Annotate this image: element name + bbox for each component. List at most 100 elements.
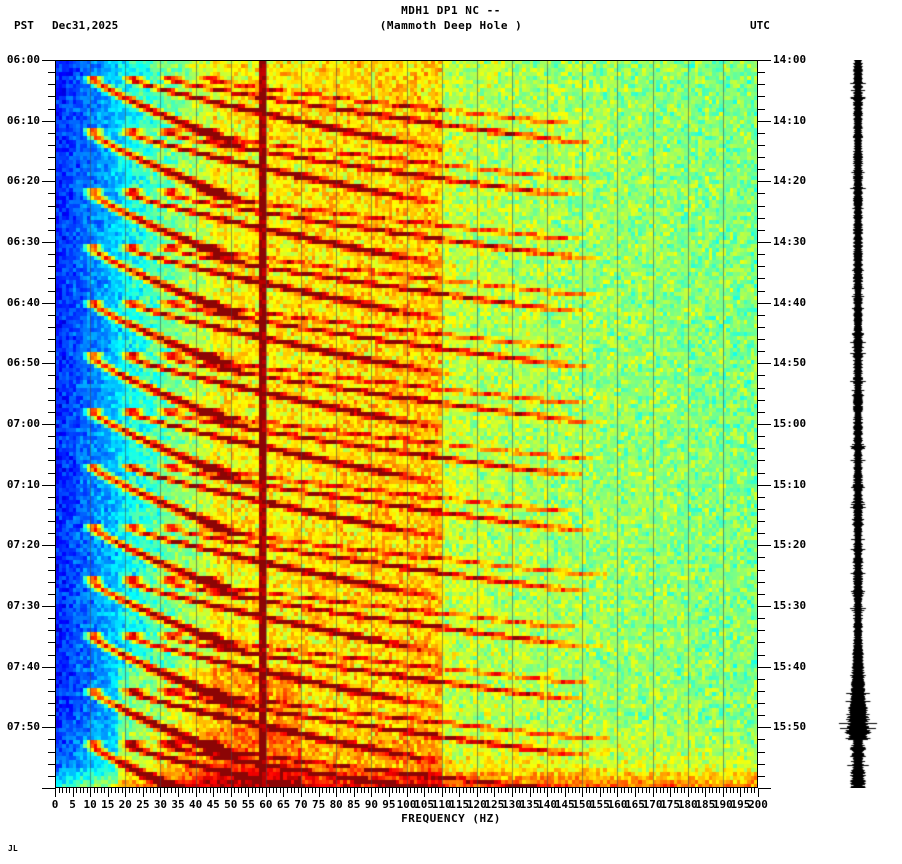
frequency-label: 140 [537,798,558,811]
time-axis-pst: 06:00 06:10 06:20 06:30 06:40 06:50 07:00 07:10… [0,53,55,789]
tick-mark-left [42,120,55,122]
time-label-utc: 14:40 [773,295,807,309]
tick-mark-frequency [705,788,707,797]
spectrogram-canvas [55,60,758,788]
tick-mark-frequency [547,788,549,797]
tick-mark-frequency [209,788,211,793]
tick-mark-frequency [199,788,201,793]
tick-mark-frequency [715,788,717,793]
tick-mark-frequency [733,788,735,793]
tick-mark-frequency [139,788,141,793]
tick-mark-frequency [599,788,601,797]
tick-mark-frequency [708,788,710,793]
tick-mark-frequency [736,788,738,793]
tick-mark-frequency [216,788,218,793]
tick-mark-frequency [160,788,162,797]
tick-mark-frequency [72,788,74,797]
tick-mark-frequency [592,788,594,793]
frequency-label: 20 [118,798,132,811]
tick-mark-frequency [392,788,394,793]
frequency-label: 190 [712,798,733,811]
tick-mark-frequency [83,788,85,793]
tick-mark-frequency [750,788,752,793]
tick-mark-frequency [395,788,397,793]
frequency-label: 155 [589,798,610,811]
time-label-utc: 14:10 [773,113,807,127]
tick-mark-frequency [652,788,654,797]
tick-mark-left [48,375,55,377]
tick-mark-frequency [142,788,144,797]
tick-mark-frequency [743,788,745,793]
tick-mark-left [48,217,55,219]
tick-mark-frequency [178,788,180,797]
tick-mark-right [758,460,765,462]
tick-mark-frequency [670,788,672,797]
frequency-label: 90 [364,798,378,811]
tick-mark-right [758,144,765,146]
tick-mark-left [48,387,55,389]
tick-mark-right [758,690,765,692]
tick-mark-right [758,217,765,219]
tick-mark-frequency [90,788,92,797]
tick-mark-left [48,351,55,353]
tick-mark-right [758,630,765,632]
time-axis-utc: 14:00 14:10 14:20 14:30 14:40 14:50 15:00 15:10… [758,53,818,789]
tick-mark-frequency [518,788,520,793]
tick-mark-frequency [227,788,229,793]
tick-mark-frequency [575,788,577,793]
tick-mark-right [758,678,765,680]
time-label-utc: 15:40 [773,659,807,673]
tick-mark-frequency [649,788,651,793]
tick-mark-frequency [413,788,415,793]
tick-mark-frequency [97,788,99,793]
tick-mark-frequency [149,788,151,793]
tick-mark-frequency [508,788,510,793]
tick-mark-frequency [336,788,338,797]
tick-mark-right [758,666,771,668]
frequency-label: 15 [101,798,115,811]
frequency-label: 30 [153,798,168,811]
tick-mark-left [48,496,55,498]
tick-mark-frequency [564,788,566,797]
time-label-pst: 06:40 [6,295,40,309]
tick-mark-right [758,60,771,61]
tick-mark-frequency [153,788,155,793]
frequency-label: 5 [69,798,76,811]
tick-mark-right [758,727,771,729]
frequency-label: 55 [241,798,255,811]
tick-mark-frequency [434,788,436,793]
tick-mark-frequency [455,788,457,793]
frequency-label: 40 [188,798,203,811]
tick-mark-left [48,72,55,74]
tick-mark-frequency [241,788,243,793]
tick-mark-frequency [65,788,67,793]
tick-mark-right [758,351,765,353]
tick-mark-right [758,618,765,620]
tick-mark-frequency [501,788,503,793]
tick-mark-frequency [459,788,461,797]
tick-mark-frequency [469,788,471,793]
tick-mark-right [758,363,771,365]
frequency-label: 65 [276,798,291,811]
tick-mark-left [48,132,55,134]
tick-mark-frequency [269,788,271,793]
tick-mark-frequency [181,788,183,793]
frequency-label: 45 [206,798,220,811]
time-label-pst: 07:30 [6,599,40,612]
time-label-utc: 14:00 [773,53,807,66]
tick-mark-left [42,60,55,61]
time-label-utc: 15:20 [773,538,807,552]
time-label-pst: 06:10 [6,113,40,127]
tick-mark-left [48,96,55,98]
tick-mark-right [758,132,765,134]
tick-mark-frequency [237,788,239,793]
tick-mark-left [48,703,55,705]
tick-mark-left [48,569,55,571]
tick-mark-right [758,521,765,523]
tick-mark-left [42,788,55,789]
tick-mark-right [758,715,765,717]
tick-mark-left [48,642,55,644]
tick-mark-left [48,290,55,292]
frequency-label: 95 [382,798,396,811]
tick-mark-frequency [55,788,56,797]
